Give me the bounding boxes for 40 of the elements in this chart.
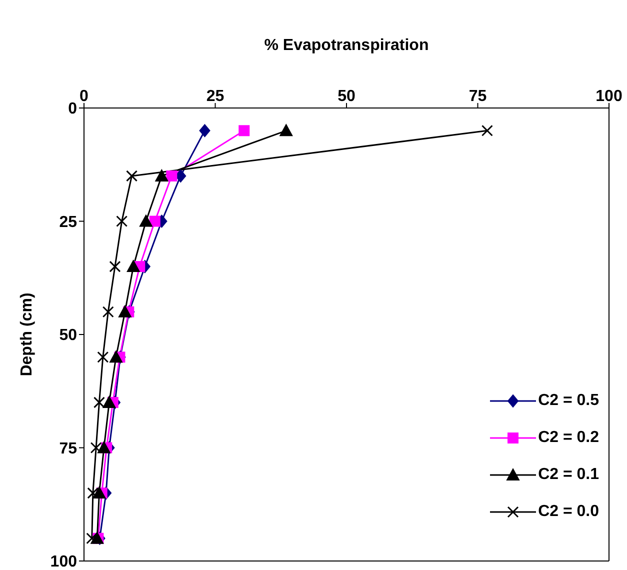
y-tick-label: 100	[50, 554, 78, 570]
point	[166, 170, 178, 182]
point	[139, 214, 152, 227]
point	[481, 124, 493, 136]
x-tick-label: 100	[596, 88, 622, 105]
point	[116, 216, 128, 227]
point	[175, 169, 186, 182]
point	[109, 260, 121, 272]
point	[238, 125, 250, 136]
point	[86, 532, 98, 544]
point	[92, 486, 106, 499]
legend-label: C2 = 0.2	[538, 428, 599, 446]
point	[199, 124, 210, 138]
y-tick-label: 75	[59, 440, 78, 458]
point	[97, 441, 110, 454]
point	[126, 260, 140, 272]
legend-label: C2 = 0.0	[538, 502, 599, 520]
legend-label: C2 = 0.5	[538, 392, 599, 410]
point	[87, 487, 99, 499]
point	[126, 170, 138, 182]
point	[110, 350, 123, 363]
x-tick-label: 75	[468, 88, 487, 105]
point	[97, 351, 109, 363]
point	[118, 305, 132, 318]
point	[102, 396, 116, 408]
x-tick-label: 0	[80, 88, 89, 105]
y-axis-title: Depth (cm)	[18, 292, 36, 376]
point	[102, 306, 114, 318]
legend-label: C2 = 0.1	[538, 466, 599, 484]
y-tick-label: 0	[68, 100, 78, 118]
x-axis-title: % Evapotranspiration	[264, 37, 429, 54]
point	[90, 442, 102, 454]
point	[155, 169, 168, 182]
y-tick-label: 25	[59, 214, 78, 231]
point	[280, 124, 293, 136]
y-tick-label: 50	[59, 327, 78, 344]
point	[149, 216, 160, 227]
x-tick-label: 25	[206, 88, 224, 105]
x-tick-label: 50	[338, 88, 356, 105]
point	[93, 396, 105, 408]
